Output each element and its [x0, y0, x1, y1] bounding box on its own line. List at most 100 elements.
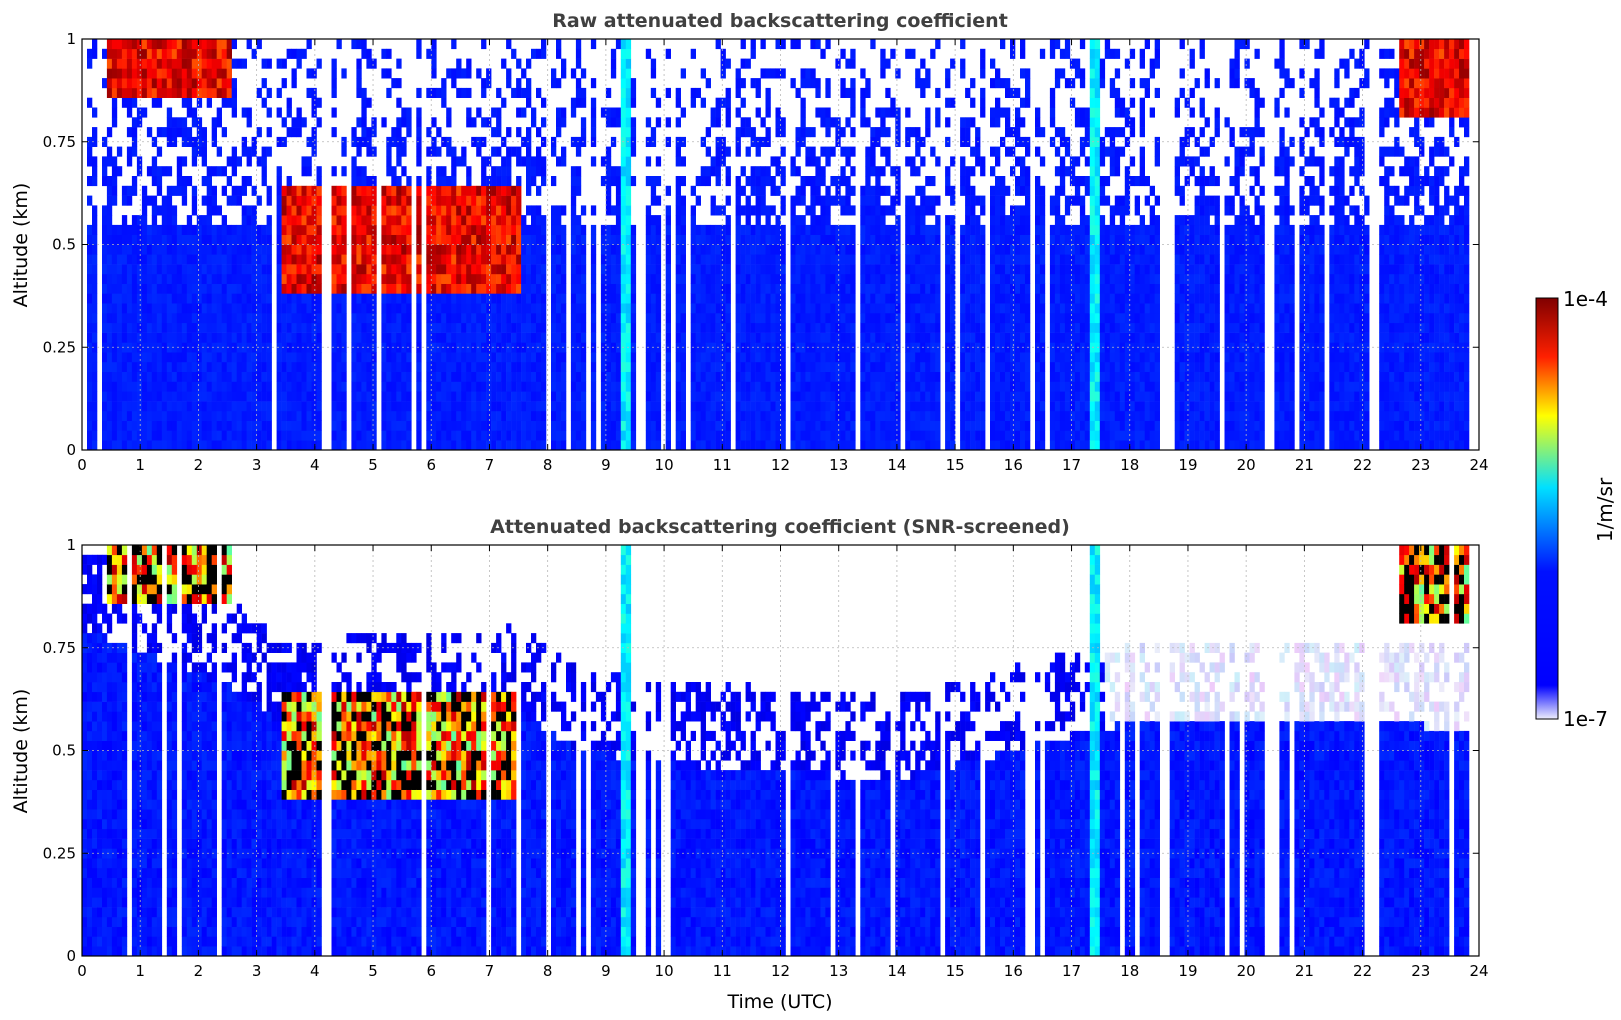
heatmap-cell [476, 146, 482, 157]
heatmap-cell [665, 87, 671, 98]
heatmap-cell [820, 224, 826, 235]
heatmap-cell [221, 361, 227, 372]
heatmap-cell [830, 224, 836, 235]
heatmap-cell [665, 391, 671, 402]
heatmap-cell [196, 371, 203, 382]
heatmap-cell [146, 371, 153, 382]
heatmap-cell [830, 146, 836, 157]
heatmap-cell [236, 303, 242, 314]
heatmap-cell [910, 205, 916, 216]
heatmap-cell [276, 342, 282, 353]
heatmap-cell [186, 391, 193, 402]
heatmap-cell [690, 254, 696, 265]
heatmap-cell [895, 440, 901, 450]
heatmap-cell [890, 293, 896, 304]
heatmap-cell [241, 146, 247, 157]
heatmap-cell [795, 303, 801, 314]
heatmap-cell [381, 410, 387, 421]
heatmap-cell [106, 430, 113, 441]
heatmap-cell [491, 127, 497, 138]
heatmap-cell [870, 371, 876, 382]
heatmap-cell [291, 205, 297, 216]
heatmap-cell [600, 176, 607, 187]
heatmap-cell [875, 352, 881, 363]
heatmap-cell [575, 185, 582, 196]
heatmap-cell [905, 352, 911, 363]
heatmap-cell [366, 293, 372, 304]
heatmap-cell [575, 361, 582, 372]
heatmap-cell [141, 401, 148, 412]
heatmap-cell [416, 127, 422, 138]
heatmap-cell [231, 283, 237, 294]
heatmap-cell [102, 430, 108, 441]
heatmap-cell [790, 410, 796, 421]
heatmap-cell [136, 401, 143, 412]
heatmap-cell [216, 313, 222, 324]
heatmap-cell [396, 322, 402, 333]
heatmap-cell [680, 410, 686, 421]
heatmap-cell [945, 440, 951, 450]
heatmap-cell [655, 244, 662, 255]
heatmap-cell [675, 185, 681, 196]
heatmap-cell [840, 371, 846, 382]
heatmap-cell [281, 361, 287, 372]
heatmap-cell [790, 264, 796, 275]
heatmap-cell [700, 332, 706, 343]
heatmap-cell [930, 401, 936, 412]
heatmap-cell [251, 205, 257, 216]
heatmap-cell [431, 39, 437, 50]
heatmap-cell [910, 401, 916, 412]
heatmap-cell [236, 264, 242, 275]
heatmap-cell [780, 195, 786, 206]
heatmap-cell [456, 244, 462, 255]
heatmap-cell [261, 254, 267, 265]
heatmap-cell [131, 176, 138, 187]
heatmap-cell [610, 322, 617, 333]
heatmap-cell [456, 205, 462, 216]
heatmap-cell [745, 195, 751, 206]
heatmap-cell [281, 322, 287, 333]
heatmap-cell [695, 176, 701, 187]
heatmap-cell [551, 332, 557, 343]
heatmap-cell [166, 195, 173, 206]
heatmap-cell [166, 430, 173, 441]
heatmap-cell [745, 430, 751, 441]
heatmap-cell [645, 273, 652, 284]
heatmap-cell [536, 420, 542, 431]
heatmap-cell [92, 48, 98, 59]
heatmap-cell [675, 224, 681, 235]
heatmap-cell [645, 215, 652, 226]
heatmap-cell [625, 146, 632, 157]
heatmap-cell [146, 244, 153, 255]
heatmap-cell [845, 371, 851, 382]
heatmap-cell [301, 410, 307, 421]
heatmap-cell [211, 224, 217, 235]
heatmap-cell [87, 391, 93, 402]
heatmap-cell [431, 205, 437, 216]
heatmap-cell [965, 205, 971, 216]
heatmap-cell [211, 440, 217, 450]
heatmap-cell [840, 87, 846, 98]
heatmap-cell [625, 39, 632, 50]
heatmap-cell [521, 440, 527, 450]
heatmap-cell [486, 420, 492, 431]
heatmap-cell [620, 352, 627, 363]
heatmap-cell [356, 410, 362, 421]
heatmap-cell [895, 107, 901, 118]
heatmap-cell [580, 391, 587, 402]
heatmap-cell [835, 293, 841, 304]
heatmap-cell [236, 58, 242, 69]
heatmap-cell [890, 303, 896, 314]
heatmap-cell [775, 293, 781, 304]
heatmap-cell [740, 303, 746, 314]
heatmap-cell [700, 283, 706, 294]
heatmap-cell [511, 48, 517, 59]
heatmap-cell [396, 97, 402, 108]
heatmap-cell [815, 166, 821, 177]
heatmap-cell [645, 381, 652, 392]
heatmap-cell [471, 264, 477, 275]
heatmap-cell [700, 361, 706, 372]
heatmap-cell [191, 342, 198, 353]
heatmap-cell [241, 293, 247, 304]
heatmap-cell [436, 322, 442, 333]
